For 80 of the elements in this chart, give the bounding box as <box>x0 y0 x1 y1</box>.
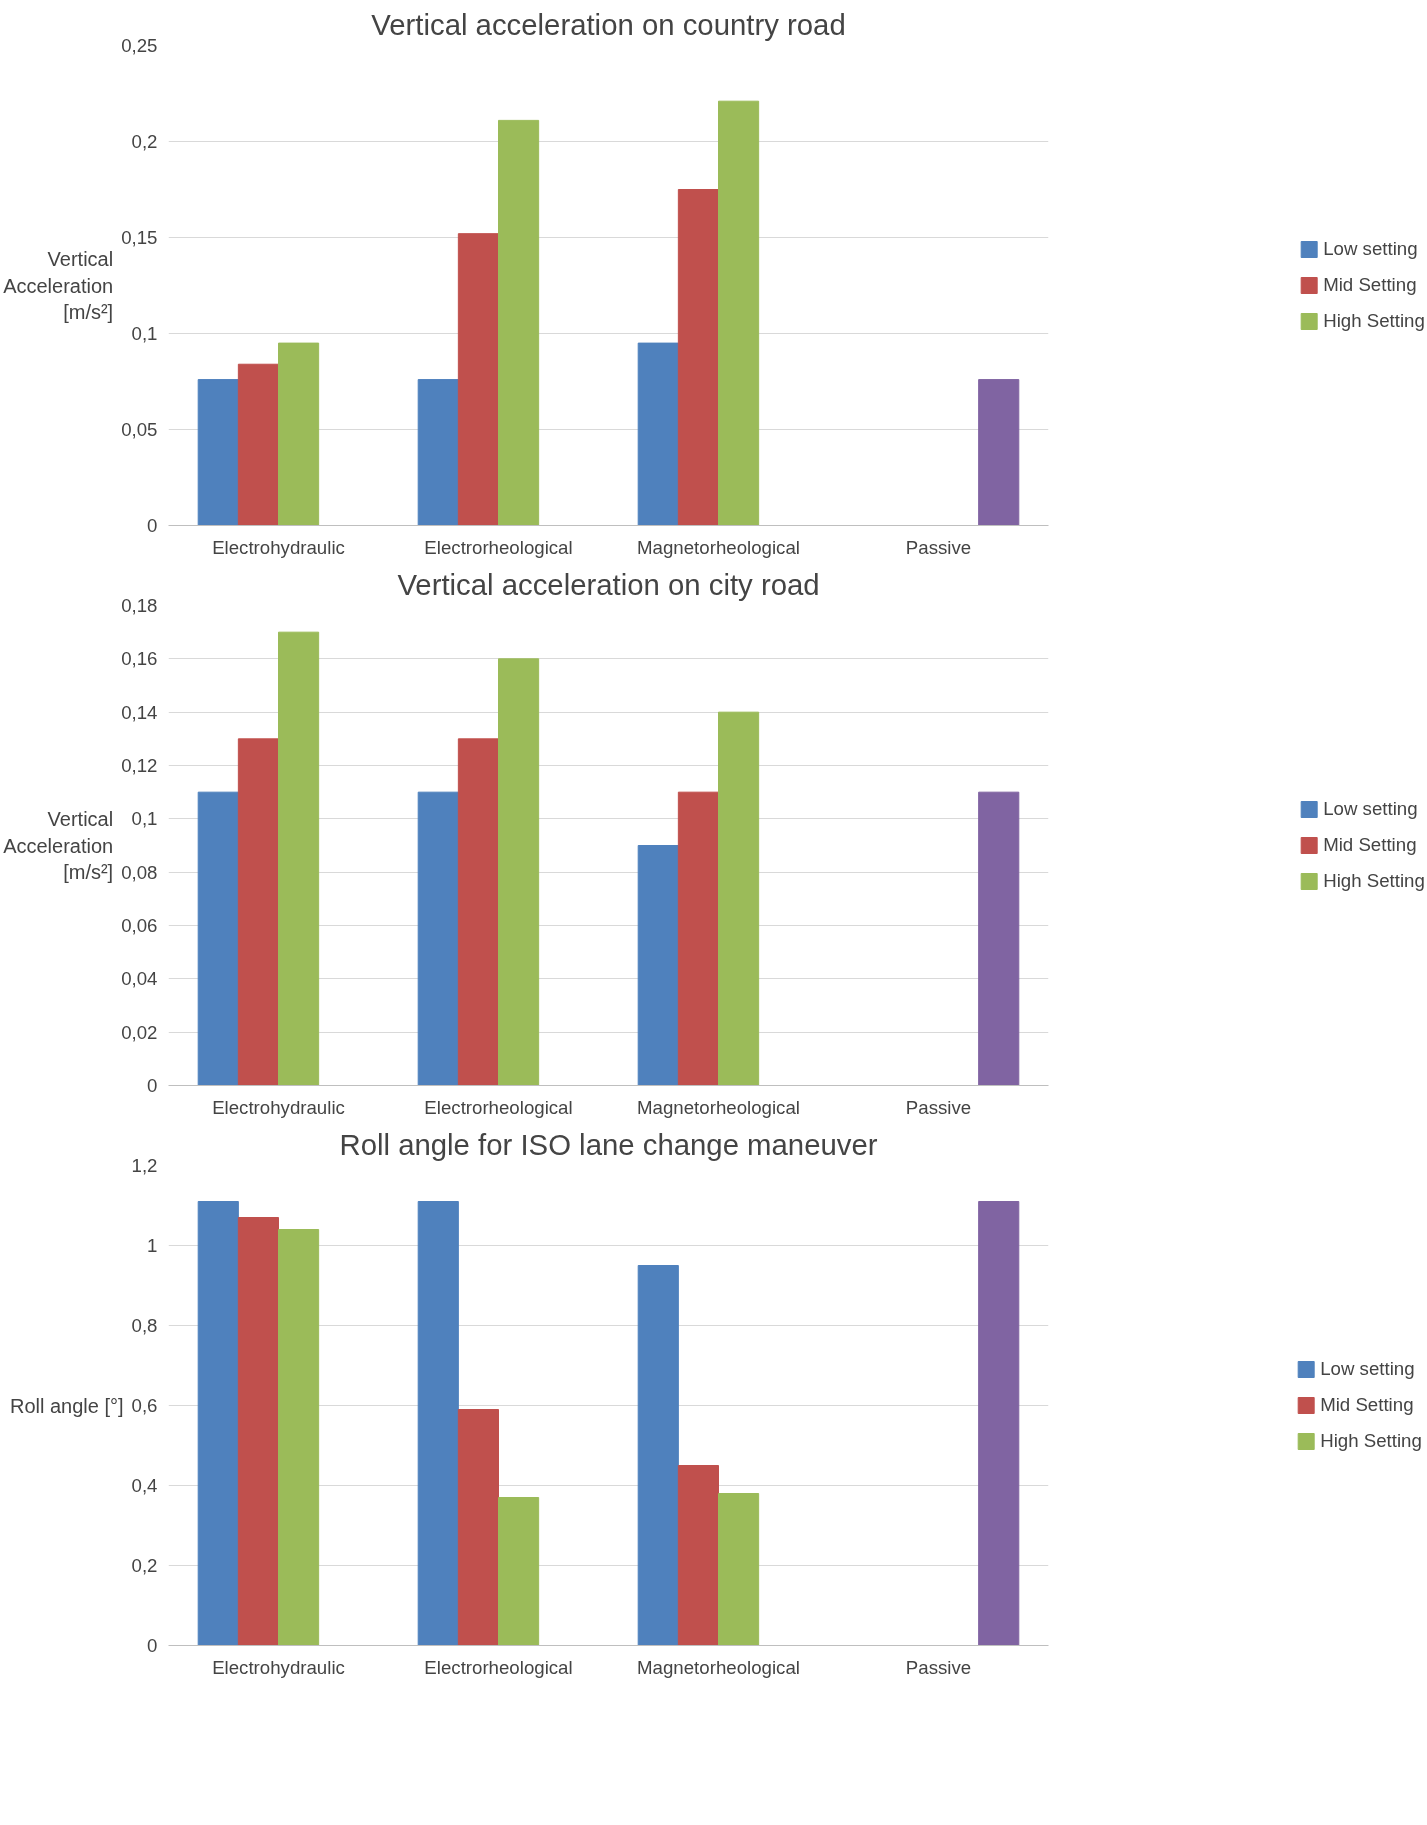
bar <box>417 1201 459 1646</box>
x-tick-label: Passive <box>905 1096 972 1118</box>
bar <box>237 363 279 526</box>
x-tick-label: Electrohydraulic <box>212 1096 345 1118</box>
bar <box>197 379 239 526</box>
legend-label: Low setting <box>1323 798 1418 820</box>
x-tick-label: Electrorheological <box>424 536 573 558</box>
y-tick-label: 0,16 <box>121 648 158 670</box>
x-tick-label: Passive <box>905 1656 972 1678</box>
bar <box>457 738 499 1086</box>
y-tick-label: 0 <box>147 515 158 536</box>
y-tick-label: 0,05 <box>121 419 158 440</box>
y-axis-title: Vertical Acceleration [m/s²] <box>3 248 114 323</box>
bar <box>237 1217 279 1646</box>
bar <box>677 189 719 526</box>
x-tick-label: Magnetorheological <box>637 1096 800 1118</box>
chart-title: Roll angle for ISO lane change maneuver <box>339 1127 878 1161</box>
bar <box>718 711 760 1086</box>
y-tick-label: 0,14 <box>121 701 158 723</box>
bar <box>278 631 320 1086</box>
legend-label: High Setting <box>1323 310 1425 332</box>
bar <box>237 738 279 1086</box>
y-tick-label: 1 <box>147 1235 158 1256</box>
bar <box>417 791 459 1086</box>
y-tick-label: 0,1 <box>131 808 158 830</box>
y-tick-label: 1,2 <box>131 1155 158 1176</box>
bar <box>718 1493 760 1646</box>
x-tick-label: Electrorheological <box>424 1096 573 1118</box>
y-tick-label: 0,08 <box>121 861 158 883</box>
bar <box>637 342 679 526</box>
bar <box>457 1409 499 1646</box>
bar <box>278 1229 320 1646</box>
y-tick-label: 0,04 <box>121 968 158 990</box>
y-tick-label: 0,18 <box>121 595 158 616</box>
bar <box>677 1465 719 1646</box>
bar <box>637 845 679 1086</box>
bar <box>978 379 1020 526</box>
y-tick-label: 0,25 <box>121 35 158 56</box>
bar <box>637 1265 679 1646</box>
chart-title: Vertical acceleration on country road <box>371 7 846 41</box>
legend-label: High Setting <box>1323 870 1425 892</box>
x-tick-label: Passive <box>905 536 972 558</box>
bar <box>978 1201 1020 1646</box>
bar <box>978 791 1020 1086</box>
y-tick-label: 0,8 <box>131 1315 158 1336</box>
y-tick-label: 0,06 <box>121 915 158 936</box>
chart-title: Vertical acceleration on city road <box>397 567 820 601</box>
legend-label: Mid Setting <box>1323 834 1417 856</box>
y-tick-label: 0 <box>147 1635 158 1656</box>
y-axis-title: Roll angle [°] <box>9 1394 124 1417</box>
x-tick-label: Magnetorheological <box>637 1656 800 1678</box>
bar <box>197 791 239 1086</box>
x-tick-label: Electrorheological <box>424 1656 573 1678</box>
y-tick-label: 0,2 <box>131 1555 158 1576</box>
legend-label: High Setting <box>1320 1430 1422 1452</box>
y-tick-label: 0,2 <box>131 131 158 152</box>
bar <box>417 379 459 526</box>
x-tick-label: Electrohydraulic <box>212 1656 345 1678</box>
bar <box>278 342 320 526</box>
y-tick-label: 0,4 <box>131 1475 158 1496</box>
bar <box>498 119 540 526</box>
legend-label: Low setting <box>1320 1358 1415 1380</box>
y-tick-label: 0,02 <box>121 1021 158 1043</box>
legend-label: Mid Setting <box>1323 274 1417 296</box>
legend-label: Low setting <box>1323 238 1418 260</box>
x-tick-label: Magnetorheological <box>637 536 800 558</box>
bar <box>718 100 760 526</box>
bar <box>677 791 719 1086</box>
bar <box>457 233 499 526</box>
y-tick-label: 0,6 <box>131 1395 158 1416</box>
legend-label: Mid Setting <box>1320 1394 1414 1416</box>
y-tick-label: 0,15 <box>121 227 158 248</box>
y-axis-title: Vertical Acceleration [m/s²] <box>3 808 114 883</box>
y-tick-label: 0,12 <box>121 755 158 776</box>
bar <box>498 658 540 1086</box>
y-tick-label: 0,1 <box>131 323 158 344</box>
bar <box>197 1201 239 1646</box>
bar <box>498 1497 540 1646</box>
y-tick-label: 0 <box>147 1075 158 1096</box>
x-tick-label: Electrohydraulic <box>212 536 345 558</box>
